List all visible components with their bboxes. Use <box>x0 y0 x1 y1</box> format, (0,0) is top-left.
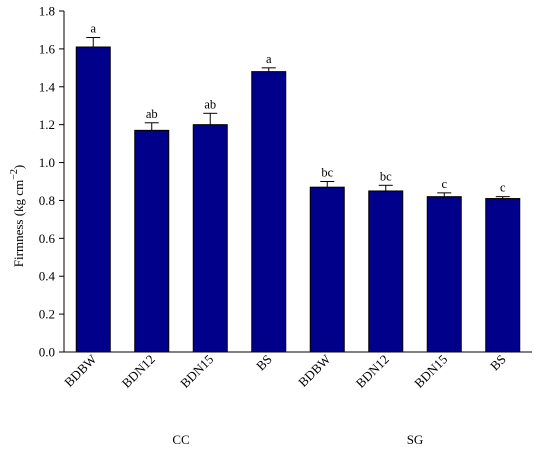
y-tick-label-3: 0.6 <box>39 231 56 246</box>
y-axis-title-close: ) <box>11 165 26 169</box>
group-labels-layer: CC SG <box>172 432 423 447</box>
x-category-label-5: BDBW <box>295 351 334 390</box>
x-category-label-8: BS <box>487 352 509 374</box>
y-tick-label-9: 1.8 <box>39 4 55 19</box>
y-tick-label-5: 1.0 <box>39 155 55 170</box>
bar-2 <box>134 129 170 353</box>
y-tick-label-4: 0.8 <box>39 193 55 208</box>
y-axis-title-superscript: −2 <box>9 169 20 180</box>
significance-letters-layer: a ab ab a bc bc c c <box>90 22 506 195</box>
y-tick-label-0: 0.0 <box>39 345 55 360</box>
x-category-label-4: BS <box>253 352 275 374</box>
y-axis-title-main: Firmness (kg cm <box>11 180 26 267</box>
bar-8 <box>485 198 521 353</box>
x-category-label-6: BDN12 <box>353 352 392 391</box>
bar-5 <box>309 186 345 353</box>
significance-letter-4: a <box>266 52 272 66</box>
significance-letter-6: bc <box>380 169 392 183</box>
error-bars-layer <box>86 37 510 199</box>
significance-letter-7: c <box>441 177 447 191</box>
y-tick-label-6: 1.2 <box>39 117 55 132</box>
y-tick-label-7: 1.4 <box>39 79 56 94</box>
significance-letter-8: c <box>500 181 506 195</box>
y-axis-title: Firmness (kg cm−2) <box>9 165 26 267</box>
x-category-label-7: BDN15 <box>411 352 450 391</box>
group-label-sg: SG <box>407 432 424 447</box>
x-labels-layer: BDBW BDN12 BDN15 BS BDBW BDN12 BDN15 BS <box>61 351 509 391</box>
y-ticks-layer: 0.0 0.2 0.4 0.6 0.8 1.0 1.2 1.4 1.6 1.8 <box>39 4 64 360</box>
x-category-label-3: BDN15 <box>177 352 216 391</box>
axes-layer <box>63 11 532 353</box>
y-tick-label-8: 1.6 <box>39 41 56 56</box>
y-tick-label-2: 0.4 <box>39 269 56 284</box>
y-tick-label-1: 0.2 <box>39 307 55 322</box>
significance-letter-1: a <box>90 22 96 36</box>
bar-4 <box>251 71 287 353</box>
bar-7 <box>426 196 462 353</box>
x-category-label-1: BDBW <box>61 351 100 390</box>
significance-letter-2: ab <box>146 107 158 121</box>
bar-6 <box>368 190 404 353</box>
bar-3 <box>192 124 228 353</box>
x-category-label-2: BDN12 <box>119 352 158 391</box>
significance-letter-5: bc <box>321 166 333 180</box>
group-label-cc: CC <box>172 432 189 447</box>
bar-1 <box>75 46 111 353</box>
bars-layer <box>75 46 521 353</box>
significance-letter-3: ab <box>204 97 216 111</box>
